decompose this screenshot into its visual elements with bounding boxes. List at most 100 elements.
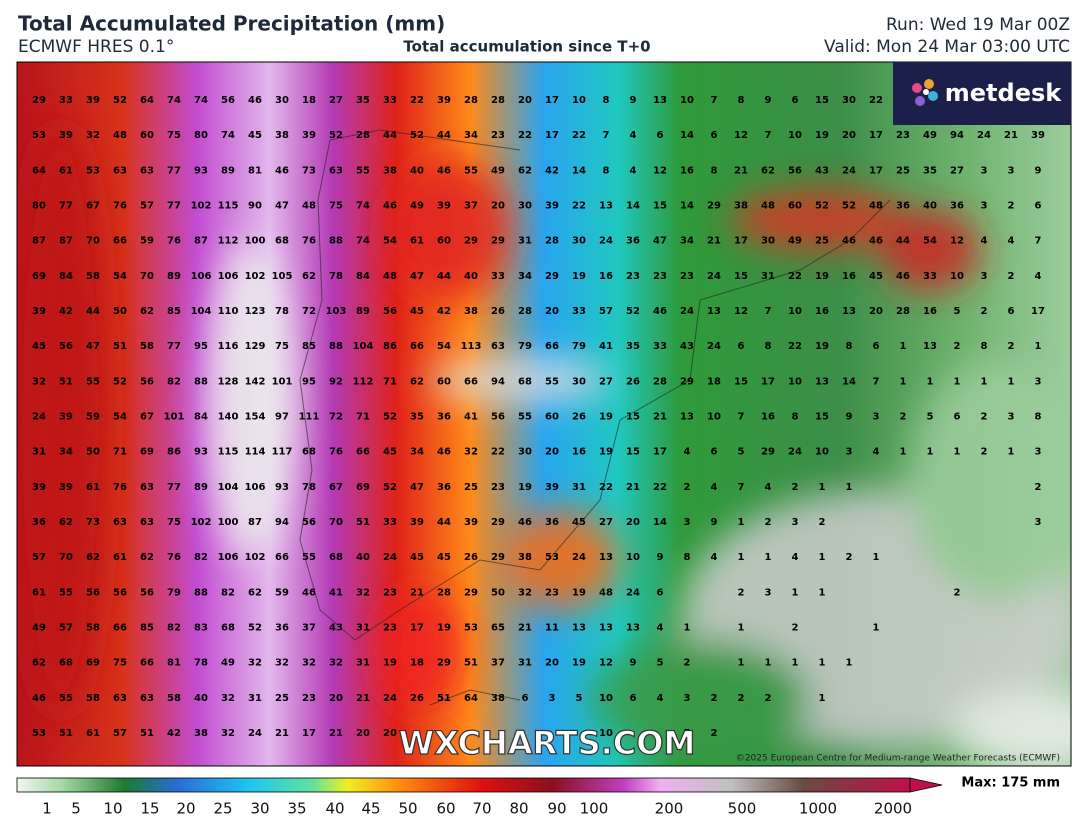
grid-value: 75 [113, 658, 127, 669]
grid-value: 52 [626, 306, 640, 317]
grid-value: 33 [923, 271, 937, 282]
grid-value: 51 [437, 693, 451, 704]
grid-value: 30 [761, 236, 775, 247]
grid-value: 87 [32, 236, 46, 247]
grid-value: 56 [140, 587, 154, 598]
grid-value: 93 [194, 165, 208, 176]
grid-value: 59 [275, 587, 289, 598]
grid-value: 40 [410, 165, 424, 176]
grid-value: 8 [684, 552, 691, 563]
grid-value: 2 [792, 482, 799, 493]
grid-value: 31 [356, 623, 370, 634]
grid-value: 57 [140, 201, 154, 212]
grid-value: 106 [218, 552, 239, 563]
grid-value: 56 [59, 341, 73, 352]
grid-value: 70 [86, 236, 100, 247]
grid-value: 32 [221, 693, 235, 704]
grid-value: 2 [981, 412, 988, 423]
grid-value: 10 [950, 271, 964, 282]
grid-value: 28 [491, 95, 505, 106]
grid-value: 49 [410, 201, 424, 212]
grid-value: 20 [842, 130, 856, 141]
grid-value: 58 [86, 693, 100, 704]
subtitle: ECMWF HRES 0.1° [18, 37, 174, 57]
grid-value: 12 [950, 236, 964, 247]
copyright: ©2025 European Centre for Medium-range W… [736, 754, 1060, 764]
grid-value: 20 [869, 306, 883, 317]
value-grid: 29 33 39 52 64 74 74 56 46 30 18 27 35 33 22 39 28 28 20 17… [32, 95, 1045, 739]
grid-value: 56 [221, 95, 235, 106]
grid-value: 28 [653, 376, 667, 387]
colorbar-label: 1000 [799, 800, 837, 818]
grid-value: 78 [275, 306, 289, 317]
grid-value: 1 [1035, 341, 1042, 352]
colorbar-label: 5 [71, 800, 81, 818]
grid-value: 74 [356, 201, 370, 212]
grid-value: 63 [113, 165, 127, 176]
grid-value: 21 [410, 587, 424, 598]
grid-value: 52 [329, 130, 343, 141]
grid-value: 32 [356, 587, 370, 598]
grid-value: 78 [329, 271, 343, 282]
grid-value: 77 [167, 341, 181, 352]
grid-value: 66 [545, 341, 559, 352]
grid-value: 123 [245, 306, 266, 317]
grid-value: 94 [950, 130, 964, 141]
grid-value: 34 [680, 236, 694, 247]
grid-value: 61 [86, 728, 100, 739]
grid-value: 23 [302, 693, 316, 704]
logo: metdesk [893, 62, 1071, 125]
colorbar-label: 70 [472, 800, 491, 818]
grid-value: 2 [738, 693, 745, 704]
grid-value: 75 [275, 341, 289, 352]
grid-value: 14 [626, 201, 640, 212]
grid-value: 13 [626, 623, 640, 634]
grid-value: 62 [302, 271, 316, 282]
grid-value: 66 [356, 447, 370, 458]
grid-value: 154 [245, 412, 266, 423]
grid-value: 46 [653, 306, 667, 317]
grid-value: 87 [248, 517, 262, 528]
grid-value: 23 [491, 130, 505, 141]
grid-value: 23 [383, 623, 397, 634]
grid-value: 14 [653, 517, 667, 528]
grid-value: 39 [59, 412, 73, 423]
grid-value: 77 [59, 201, 73, 212]
grid-value: 21 [734, 165, 748, 176]
grid-value: 1 [1008, 447, 1015, 458]
grid-value: 14 [680, 201, 694, 212]
grid-value: 80 [194, 130, 208, 141]
grid-value: 8 [765, 341, 772, 352]
grid-value: 85 [167, 306, 181, 317]
grid-value: 8 [738, 95, 745, 106]
grid-value: 31 [248, 693, 262, 704]
grid-value: 52 [113, 376, 127, 387]
grid-value: 1 [846, 658, 853, 669]
grid-value: 8 [981, 341, 988, 352]
grid-value: 117 [272, 447, 293, 458]
grid-value: 42 [437, 306, 451, 317]
grid-value: 15 [815, 95, 829, 106]
grid-value: 58 [86, 623, 100, 634]
grid-value: 24 [383, 552, 397, 563]
grid-value: 66 [140, 658, 154, 669]
grid-value: 62 [518, 165, 532, 176]
grid-value: 88 [329, 236, 343, 247]
grid-value: 68 [221, 623, 235, 634]
grid-value: 1 [765, 552, 772, 563]
grid-value: 9 [1035, 165, 1042, 176]
grid-value: 76 [167, 236, 181, 247]
grid-value: 7 [738, 412, 745, 423]
grid-value: 24 [572, 552, 586, 563]
grid-value: 60 [545, 412, 559, 423]
grid-value: 55 [545, 376, 559, 387]
grid-value: 51 [140, 728, 154, 739]
grid-value: 57 [59, 623, 73, 634]
grid-value: 7 [738, 482, 745, 493]
grid-value: 9 [657, 552, 664, 563]
grid-value: 17 [734, 236, 748, 247]
grid-value: 88 [329, 341, 343, 352]
grid-value: 57 [113, 728, 127, 739]
grid-value: 46 [896, 271, 910, 282]
